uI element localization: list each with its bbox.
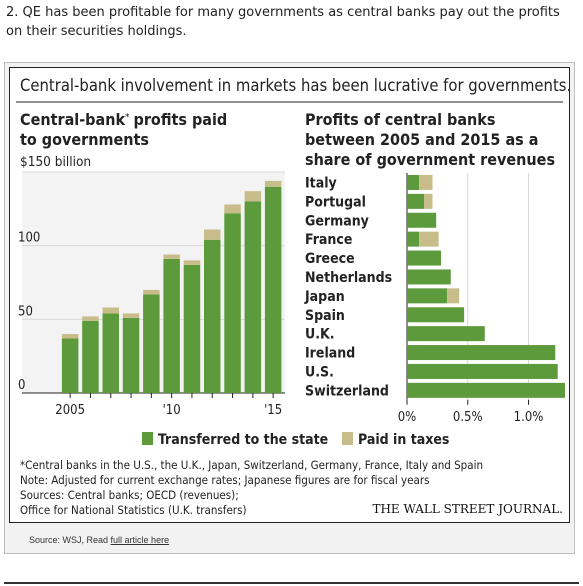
country-label: Greece — [305, 251, 355, 267]
bar-transferred-2007 — [102, 313, 119, 393]
country-label: U.S. — [305, 364, 334, 380]
bar-transferred-2015 — [264, 186, 282, 393]
bar-taxes-2014 — [244, 191, 262, 202]
chart-svg: Central-bank involvement in markets has … — [16, 76, 569, 517]
hbar-transferred-ireland — [407, 345, 556, 361]
bar-transferred-2014 — [244, 201, 262, 393]
country-label: Spain — [305, 308, 345, 324]
left-x-tick-label: '15 — [264, 403, 282, 418]
left-y-unit-label: $150 billion — [20, 154, 91, 170]
hbar-transferred-japan — [407, 288, 448, 304]
bar-transferred-2006 — [82, 320, 99, 393]
caption: 2. QE has been profitable for many gover… — [6, 5, 560, 39]
legend-label-taxes: Paid in taxes — [358, 432, 449, 448]
country-label: Japan — [304, 289, 345, 305]
hbar-transferred-italy — [407, 174, 420, 190]
right-x-tick-label: 0.5% — [453, 410, 483, 425]
country-label: Portugal — [305, 194, 366, 210]
hbar-taxes-italy — [419, 174, 433, 190]
right-chart-title-line2: between 2005 and 2015 as a — [305, 130, 538, 149]
hbar-taxes-portugal — [424, 193, 433, 209]
country-label: Italy — [305, 175, 337, 191]
hbar-transferred-switzerland — [407, 382, 565, 398]
hbar-transferred-uk — [407, 326, 485, 342]
hbar-transferred-germany — [407, 212, 437, 228]
bar-transferred-2011 — [183, 264, 201, 393]
right-chart-title-line1: Profits of central banks — [305, 110, 495, 129]
hbar-transferred-netherlands — [407, 269, 451, 285]
footnote-4: Office for National Statistics (U.K. tra… — [20, 503, 247, 517]
hbar-transferred-portugal — [407, 193, 425, 209]
hbar-transferred-spain — [407, 307, 465, 323]
bar-taxes-2011 — [183, 260, 201, 265]
left-y-tick-label: 50 — [18, 304, 33, 319]
bar-transferred-2008 — [122, 317, 140, 393]
left-title-star: * — [125, 112, 130, 123]
bar-transferred-2010 — [163, 258, 180, 393]
right-x-tick-label: 0% — [398, 410, 417, 425]
left-x-tick-label: '10 — [163, 403, 181, 418]
left-x-tick-label: 2005 — [55, 403, 85, 418]
bar-taxes-2006 — [82, 316, 99, 321]
bar-taxes-2008 — [122, 313, 140, 318]
bottom-rule — [4, 582, 579, 584]
bar-transferred-2009 — [143, 294, 160, 393]
country-label: Switzerland — [305, 383, 389, 399]
right-chart-title-line3: share of government revenues — [305, 150, 555, 169]
bar-taxes-2012 — [204, 229, 221, 240]
legend-label-transferred: Transferred to the state — [158, 432, 328, 448]
country-label: Netherlands — [305, 270, 392, 286]
left-chart-title: Central-bank* profits paid — [20, 110, 227, 129]
country-label: U.K. — [305, 327, 335, 343]
bar-transferred-2012 — [204, 239, 221, 393]
bar-transferred-2013 — [224, 213, 241, 393]
legend-swatch-transferred — [142, 432, 153, 445]
full-article-link[interactable]: full article here — [110, 535, 170, 545]
bar-taxes-2005 — [61, 334, 79, 339]
source-line: Source: WSJ, Read full article here — [29, 535, 169, 545]
legend-swatch-taxes — [342, 432, 353, 445]
right-x-tick-label: 1.0% — [514, 410, 544, 425]
bar-taxes-2013 — [224, 204, 241, 214]
hbar-transferred-france — [407, 231, 420, 247]
country-label: Ireland — [305, 346, 355, 362]
left-chart: 0 50 100 2005 '10 '15 — [18, 171, 285, 418]
figure-title: Central-bank involvement in markets has … — [20, 76, 569, 95]
left-title-part-a: Central-bank — [20, 110, 125, 129]
hbar-transferred-greece — [407, 250, 442, 266]
source-prefix: Source: WSJ, Read — [29, 535, 111, 545]
footnote-1: *Central banks in the U.S., the U.K., Ja… — [20, 458, 483, 472]
hbar-transferred-us — [407, 363, 558, 379]
wsj-logo: THE WALL STREET JOURNAL. — [372, 502, 563, 516]
footnote-2: Note: Adjusted for current exchange rate… — [20, 473, 430, 487]
country-label: Germany — [305, 213, 369, 229]
bar-transferred-2005 — [61, 338, 79, 393]
country-label: France — [305, 232, 352, 248]
bar-taxes-2015 — [264, 180, 282, 187]
right-chart: 0% 0.5% 1.0% Italy Portugal Germany France Gree… — [304, 173, 565, 425]
left-y-tick-label: 0 — [18, 378, 25, 393]
bar-taxes-2009 — [143, 289, 160, 295]
figure: Central-bank involvement in markets has … — [9, 67, 570, 523]
bar-taxes-2010 — [163, 254, 180, 259]
hbar-taxes-france — [419, 231, 439, 247]
footnote-3: Sources: Central banks; OECD (revenues); — [20, 488, 239, 502]
left-title-part-b: profits paid — [134, 110, 228, 129]
chart-card: Central-bank involvement in markets has … — [4, 62, 575, 554]
left-y-tick-label: 100 — [18, 231, 40, 246]
bar-taxes-2007 — [102, 307, 119, 314]
hbar-taxes-japan — [447, 288, 460, 304]
left-chart-title-line2: to governments — [20, 130, 149, 149]
